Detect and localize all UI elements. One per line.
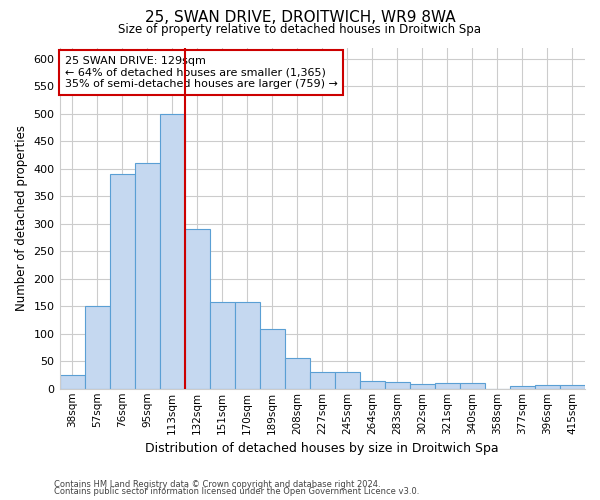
Bar [110,174,134,389]
Bar [59,375,85,389]
Bar [134,163,160,389]
Bar [385,382,410,389]
Y-axis label: Number of detached properties: Number of detached properties [15,125,28,311]
Bar [260,330,285,389]
Bar [235,302,260,389]
Text: Size of property relative to detached houses in Droitwich Spa: Size of property relative to detached ho… [119,22,482,36]
Bar [310,372,335,389]
Text: Contains HM Land Registry data © Crown copyright and database right 2024.: Contains HM Land Registry data © Crown c… [54,480,380,489]
Bar [85,306,110,389]
Bar [460,384,485,389]
Bar [285,358,310,389]
Text: 25, SWAN DRIVE, DROITWICH, WR9 8WA: 25, SWAN DRIVE, DROITWICH, WR9 8WA [145,10,455,25]
X-axis label: Distribution of detached houses by size in Droitwich Spa: Distribution of detached houses by size … [145,442,499,455]
Text: Contains public sector information licensed under the Open Government Licence v3: Contains public sector information licen… [54,487,419,496]
Bar [535,385,560,389]
Bar [185,229,209,389]
Bar [435,384,460,389]
Bar [410,384,435,389]
Bar [335,372,360,389]
Bar [560,386,585,389]
Bar [510,386,535,389]
Bar [160,114,185,389]
Text: 25 SWAN DRIVE: 129sqm
← 64% of detached houses are smaller (1,365)
35% of semi-d: 25 SWAN DRIVE: 129sqm ← 64% of detached … [65,56,338,89]
Bar [209,302,235,389]
Bar [360,380,385,389]
